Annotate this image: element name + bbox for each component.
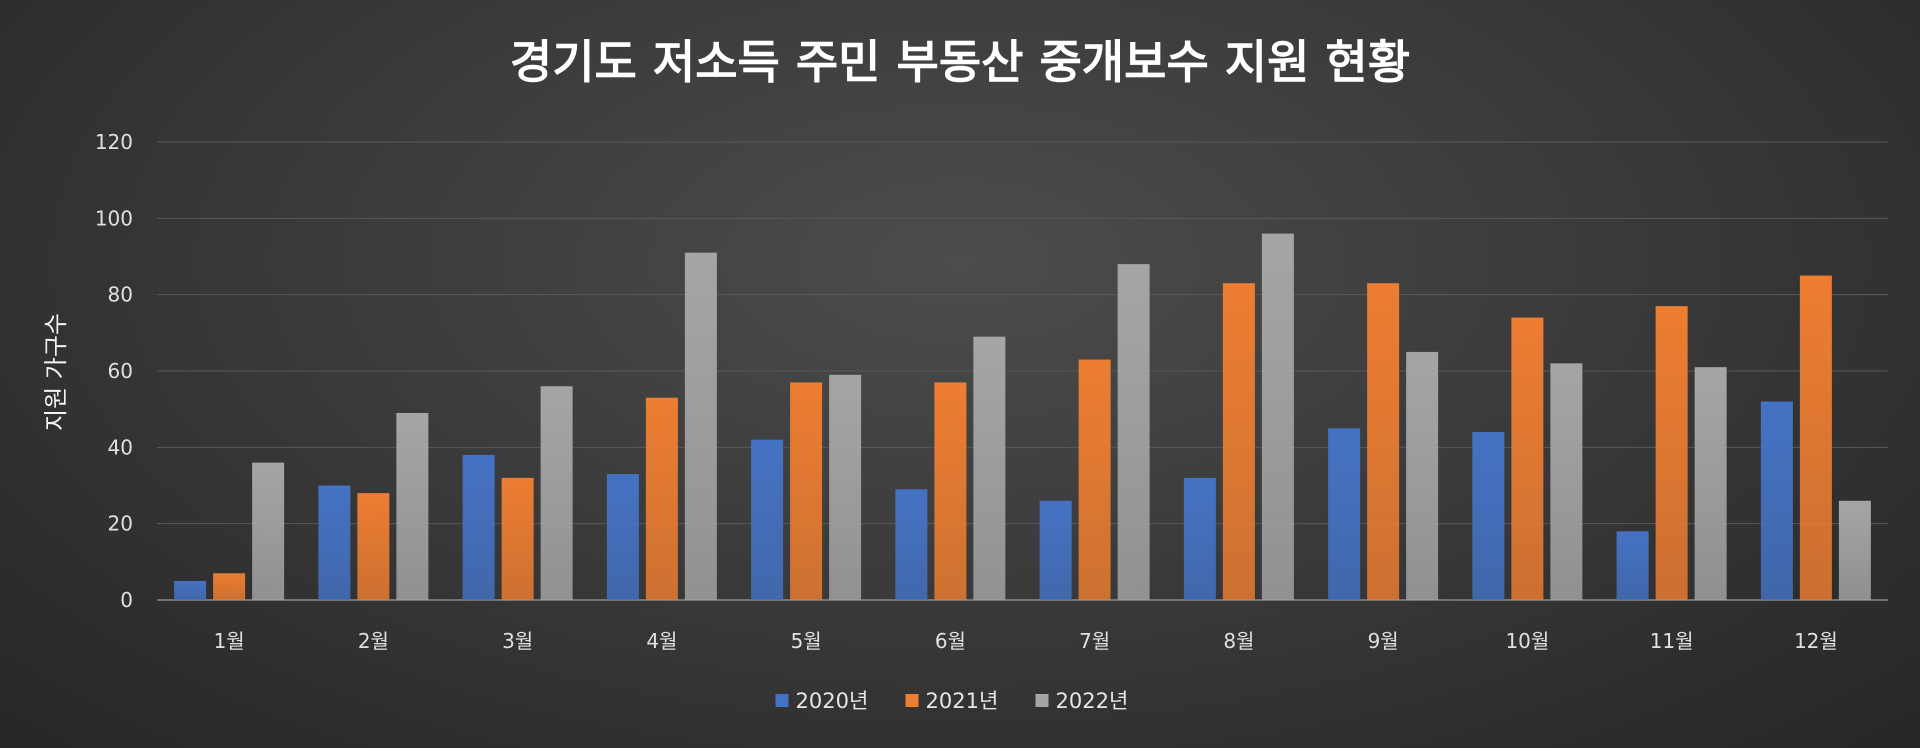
x-tick-label: 10월 bbox=[1505, 629, 1549, 653]
x-tick-label: 11월 bbox=[1650, 629, 1694, 653]
bar-2022년-4월 bbox=[684, 252, 717, 600]
bar-2020년-6월 bbox=[895, 489, 928, 600]
bar-2020년-8월 bbox=[1183, 477, 1216, 600]
bar-2021년-4월 bbox=[645, 397, 678, 600]
bar-2022년-12월 bbox=[1838, 500, 1871, 600]
x-tick-label: 6월 bbox=[935, 629, 966, 653]
bar-2022년-9월 bbox=[1406, 351, 1439, 600]
bar-2021년-1월 bbox=[213, 573, 246, 600]
bar-2020년-1월 bbox=[174, 580, 207, 600]
bar-2022년-2월 bbox=[396, 412, 429, 600]
bar-2021년-10월 bbox=[1511, 317, 1544, 600]
bar-2020년-2월 bbox=[318, 485, 351, 600]
x-tick-label: 5월 bbox=[791, 629, 822, 653]
bar-2020년-11월 bbox=[1616, 531, 1649, 600]
bar-2021년-11월 bbox=[1655, 306, 1688, 600]
y-axis-label: 지원 가구수 bbox=[42, 313, 70, 431]
bar-2021년-8월 bbox=[1222, 283, 1255, 600]
x-tick-label: 2월 bbox=[358, 629, 389, 653]
legend-swatch bbox=[905, 694, 919, 707]
y-tick-label: 40 bbox=[108, 435, 133, 459]
bar-2022년-8월 bbox=[1261, 233, 1294, 600]
chart-title: 경기도 저소득 주민 부동산 중개보수 지원 현황 bbox=[510, 35, 1410, 89]
bar-2020년-5월 bbox=[751, 439, 784, 600]
y-tick-label: 80 bbox=[108, 283, 133, 307]
bar-2021년-9월 bbox=[1367, 283, 1400, 600]
bar-2020년-9월 bbox=[1328, 428, 1361, 600]
legend-label: 2020년 bbox=[796, 689, 869, 713]
legend: 2020년 2021년 2022년 bbox=[775, 689, 1129, 713]
x-tick-label: 7월 bbox=[1079, 629, 1110, 653]
bar-2021년-6월 bbox=[934, 382, 967, 600]
legend-label: 2021년 bbox=[926, 689, 999, 713]
bar-2022년-10월 bbox=[1550, 363, 1583, 600]
bar-2020년-7월 bbox=[1039, 500, 1072, 600]
bar-2021년-7월 bbox=[1078, 359, 1111, 600]
x-tick-label: 8월 bbox=[1223, 629, 1254, 653]
x-tick-label: 1월 bbox=[214, 629, 245, 653]
bars bbox=[174, 233, 1871, 600]
y-tick-label: 20 bbox=[108, 512, 133, 536]
bar-2021년-2월 bbox=[357, 493, 390, 600]
bar-2020년-10월 bbox=[1472, 432, 1505, 600]
legend-swatch bbox=[1035, 694, 1049, 707]
bar-2021년-12월 bbox=[1799, 275, 1832, 600]
x-tick-label: 3월 bbox=[502, 629, 533, 653]
x-tick-label: 12월 bbox=[1794, 629, 1838, 653]
y-tick-label: 0 bbox=[120, 588, 133, 612]
bar-2022년-1월 bbox=[252, 462, 285, 600]
y-tick-label: 60 bbox=[108, 359, 133, 383]
legend-swatch bbox=[775, 694, 789, 707]
bar-2020년-4월 bbox=[606, 474, 639, 600]
bar-2020년-3월 bbox=[462, 454, 495, 600]
bar-2022년-5월 bbox=[829, 374, 862, 600]
y-tick-label: 120 bbox=[95, 130, 133, 154]
bar-2020년-12월 bbox=[1760, 401, 1793, 600]
x-tick-label: 4월 bbox=[646, 629, 677, 653]
bar-2021년-5월 bbox=[790, 382, 823, 600]
y-axis-ticks: 0 20 40 60 80 100 120 bbox=[95, 130, 133, 612]
bar-2022년-3월 bbox=[540, 386, 573, 600]
bar-2022년-7월 bbox=[1117, 264, 1150, 600]
legend-label: 2022년 bbox=[1056, 689, 1129, 713]
x-tick-label: 9월 bbox=[1368, 629, 1399, 653]
y-tick-label: 100 bbox=[95, 206, 133, 230]
bar-2022년-11월 bbox=[1694, 367, 1727, 600]
x-axis-ticks: 1월 2월 3월 4월 5월 6월 7월 8월 9월 10월 11월 12월 bbox=[214, 629, 1838, 653]
bar-2021년-3월 bbox=[501, 477, 534, 600]
grid-lines bbox=[157, 141, 1888, 601]
bar-2022년-6월 bbox=[973, 336, 1006, 600]
